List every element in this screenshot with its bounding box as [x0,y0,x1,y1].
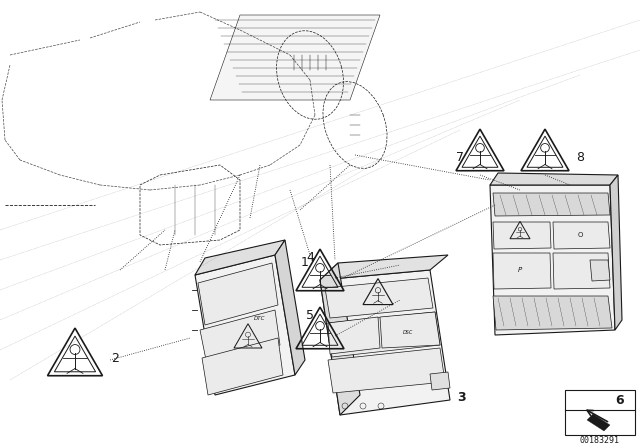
Polygon shape [587,414,610,431]
Polygon shape [195,240,285,275]
Text: 6: 6 [616,393,624,406]
Polygon shape [493,193,610,216]
Text: 8: 8 [576,151,584,164]
Text: DTC: DTC [254,315,266,320]
Polygon shape [553,222,610,249]
Text: 1: 1 [301,255,309,268]
Polygon shape [590,260,610,281]
Polygon shape [493,222,551,249]
Polygon shape [320,270,450,415]
Polygon shape [328,317,380,354]
Polygon shape [430,372,450,390]
Polygon shape [565,390,635,435]
Polygon shape [320,255,448,280]
Polygon shape [325,278,433,318]
Polygon shape [490,173,618,185]
Polygon shape [553,253,610,289]
Polygon shape [493,296,612,330]
Polygon shape [328,348,445,393]
Text: 7: 7 [456,151,464,164]
Polygon shape [195,255,295,395]
Polygon shape [610,175,622,330]
Text: 2: 2 [111,352,119,365]
Text: 5: 5 [306,309,314,322]
Polygon shape [328,312,440,357]
Polygon shape [490,185,615,335]
Polygon shape [200,310,280,365]
Text: P: P [518,267,522,273]
Polygon shape [198,263,278,325]
Polygon shape [210,15,380,100]
Text: 00183291: 00183291 [580,435,620,444]
Text: DSC: DSC [403,329,413,335]
Text: O: O [577,232,582,238]
Polygon shape [493,253,551,289]
Text: 3: 3 [458,391,467,404]
Polygon shape [275,240,305,375]
Polygon shape [380,312,440,348]
Polygon shape [202,338,283,395]
Polygon shape [320,263,360,415]
Text: 4: 4 [306,250,314,263]
